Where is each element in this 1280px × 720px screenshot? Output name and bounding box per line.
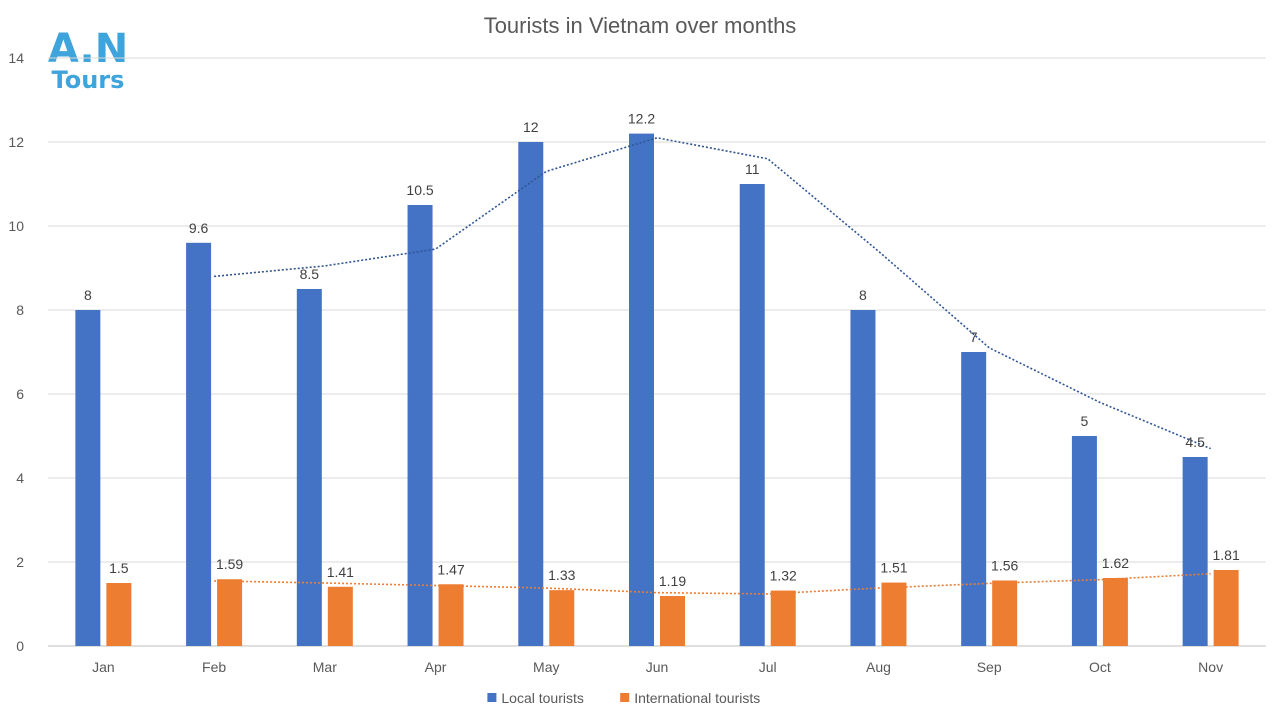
x-tick-label: Sep: [977, 659, 1002, 675]
bar: [1071, 436, 1097, 646]
bar: [438, 584, 464, 646]
legend-swatch: [620, 693, 630, 702]
legend-swatch: [487, 693, 497, 702]
bar: [660, 596, 685, 646]
y-tick-label: 14: [8, 50, 24, 66]
bar: [739, 184, 765, 646]
chart-title: Tourists in Vietnam over months: [484, 13, 797, 38]
legend: Local tourists International tourists: [487, 690, 760, 706]
bar: [850, 310, 876, 646]
logo-text-top: A.N: [48, 26, 128, 72]
x-tick-label: Jun: [646, 659, 669, 675]
x-tick-label: Apr: [425, 659, 447, 675]
data-label: 1.33: [548, 567, 575, 583]
legend-label: Local tourists: [501, 690, 583, 706]
y-tick-label: 4: [16, 470, 24, 486]
data-label: 8: [859, 287, 867, 303]
data-label: 1.59: [216, 556, 243, 572]
bar: [217, 579, 243, 646]
x-tick-label: Nov: [1198, 659, 1223, 675]
x-tick-label: Jan: [92, 659, 115, 675]
x-tick-label: Aug: [866, 659, 891, 675]
bar: [106, 583, 132, 646]
x-tick-label: Mar: [313, 659, 337, 675]
data-label: 1.41: [327, 564, 354, 580]
bars: [75, 133, 1239, 647]
data-label: 1.81: [1213, 547, 1240, 563]
data-label: 1.19: [659, 573, 686, 589]
data-label: 4.5: [1185, 434, 1205, 450]
data-label: 8.5: [300, 266, 320, 282]
y-tick-label: 12: [8, 134, 24, 150]
y-axis: 0 2 4 6 8 10 12 14: [8, 50, 24, 654]
y-tick-label: 8: [16, 302, 24, 318]
trendline: [214, 572, 1211, 595]
bar: [770, 590, 796, 646]
gridlines: [48, 57, 1266, 647]
bar: [518, 142, 544, 646]
logo-text-bottom: Tours: [52, 66, 125, 94]
legend-label: International tourists: [634, 690, 760, 706]
bar: [407, 205, 433, 646]
data-label: 11: [745, 161, 760, 177]
bar: [75, 310, 101, 646]
x-tick-label: Jul: [759, 659, 777, 675]
y-tick-label: 10: [8, 218, 24, 234]
x-tick-label: Oct: [1089, 659, 1111, 675]
bar: [1102, 577, 1128, 646]
data-label: 5: [1081, 413, 1089, 429]
data-label: 7: [970, 329, 978, 345]
data-label: 10.5: [406, 182, 433, 198]
trendlines: [214, 136, 1211, 595]
bar: [992, 580, 1018, 646]
data-label: 12: [523, 119, 539, 135]
data-label: 1.62: [1102, 555, 1129, 571]
data-label: 9.6: [189, 220, 209, 236]
data-label: 8: [84, 287, 92, 303]
trendline: [214, 136, 1211, 450]
bar: [1213, 569, 1239, 646]
data-label: 1.32: [770, 568, 797, 584]
data-label: 12.2: [628, 111, 655, 127]
data-label: 1.51: [880, 560, 907, 576]
data-label: 1.56: [991, 557, 1018, 573]
bar: [961, 352, 987, 646]
bar: [296, 289, 322, 646]
bar: [881, 582, 907, 646]
data-labels: 8 9.6 8.5 10.5 12 12.2 11 8 7 5 4.5 1.5 1.59 1.41 1.47…: [84, 111, 1240, 589]
bar: [1182, 457, 1208, 646]
x-axis: Jan Feb Mar Apr May Jun Jul Aug Sep Oct Nov: [92, 659, 1223, 675]
logo: A.N Tours: [48, 26, 128, 94]
bar: [327, 586, 353, 646]
y-tick-label: 0: [16, 638, 24, 654]
bar: [549, 590, 575, 646]
x-tick-label: May: [533, 659, 559, 675]
y-tick-label: 6: [16, 386, 24, 402]
bar: [629, 133, 654, 647]
x-tick-label: Feb: [202, 659, 226, 675]
bar: [186, 242, 212, 647]
data-label: 1.47: [437, 561, 464, 577]
data-label: 1.5: [109, 560, 129, 576]
y-tick-label: 2: [16, 554, 24, 570]
